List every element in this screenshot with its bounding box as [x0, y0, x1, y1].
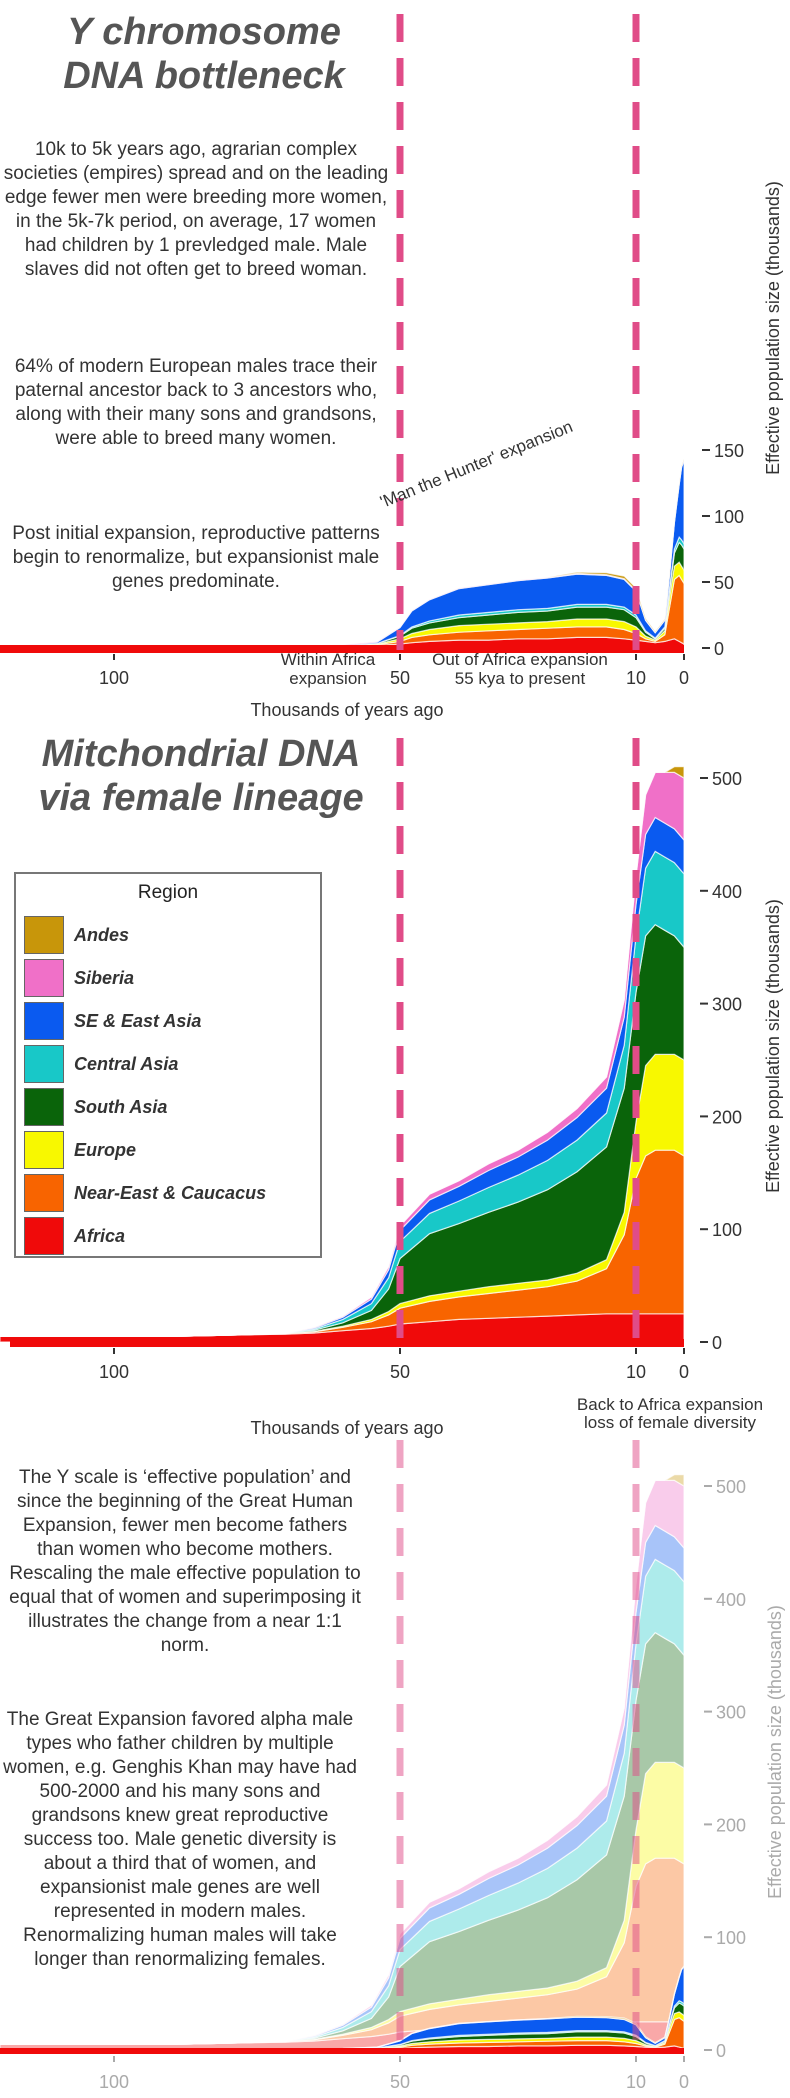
y-chart-x-tick-label: 0 — [679, 668, 689, 688]
y-chart-y-tick-label: 50 — [714, 573, 734, 593]
legend-swatch — [24, 1174, 64, 1212]
y-chart-x-tick-label: 10 — [626, 668, 646, 688]
overlay-mt-area-se-east-asia — [0, 1524, 685, 2045]
back-to-africa-annotation-line1: Back to Africa expansion — [577, 1395, 763, 1414]
legend-item: Siberia — [24, 959, 134, 997]
overlay-mt-area-near-east-caucacus — [0, 1857, 685, 2045]
legend-item: Central Asia — [24, 1045, 178, 1083]
legend-label: Siberia — [74, 967, 135, 988]
mt-chart-y-tick-label: 0 — [712, 1333, 722, 1353]
legend-label: Africa — [74, 1225, 126, 1246]
overlay-chart-y-tick-label: 400 — [716, 1590, 746, 1610]
y-chart-x-tick-label: 50 — [390, 668, 410, 688]
overlay-chart-y-tick-label: 0 — [716, 2041, 726, 2061]
y-chromosome-title: Y chromosome DNA bottleneck — [20, 10, 388, 98]
mt-chart-x-tick-label: 50 — [390, 1362, 410, 1382]
out-of-africa-annotation-line2: 55 kya to present — [455, 669, 586, 688]
mt-chart-y-tick-label: 400 — [712, 882, 742, 902]
mitochondrial-title-line2: via female lineage — [38, 777, 364, 819]
legend-item: SE & East Asia — [24, 1002, 201, 1040]
mt-chart-y-tick-label: 500 — [712, 769, 742, 789]
legend-label: Central Asia — [74, 1053, 179, 1074]
mitochondrial-title: Mitchondrial DNA via female lineage — [20, 732, 382, 820]
legend-swatch — [24, 1217, 64, 1255]
y-chart-y-tick-label: 100 — [714, 507, 744, 527]
overlay-chart-y-tick-label: 500 — [716, 1477, 746, 1497]
legend-item: Europe — [24, 1131, 136, 1169]
y-chart-y-tick-label: 0 — [714, 639, 724, 659]
legend-label: Andes — [74, 924, 130, 945]
overlay-mt-area-siberia — [0, 1479, 685, 2045]
legend-item: Near-East & Caucacus — [24, 1174, 266, 1212]
legend-swatch — [24, 916, 64, 954]
mt-chart-x-tick-label: 0 — [679, 1362, 689, 1382]
mt-chart-x-tick-label: 100 — [99, 1362, 129, 1382]
paragraph-y-scale: The Y scale is ‘effective population’ an… — [9, 1467, 361, 1656]
overlay-chart-y-tick-label: 200 — [716, 1815, 746, 1835]
paragraph-agrarian: 10k to 5k years ago, agrarian complex so… — [3, 139, 389, 280]
y-chart-area-andes — [0, 458, 685, 648]
within-africa-annotation-line1: Within Africa — [281, 650, 376, 669]
overlay-y-areas — [0, 1964, 685, 2051]
mt-chart-x-tick-label: 10 — [626, 1362, 646, 1382]
overlay-mt-area-south-asia — [0, 1631, 685, 2045]
legend-title: Region — [137, 882, 199, 903]
legend-label: South Asia — [74, 1096, 168, 1117]
overlay-chart-x-tick-label: 100 — [99, 2072, 129, 2092]
back-to-africa-annotation-line2: loss of female diversity — [584, 1413, 756, 1432]
mt-chart-y-axis-label: Effective population size (thousands) — [763, 899, 783, 1193]
mitochondrial-title-line1: Mitchondrial DNA — [41, 733, 361, 775]
legend-swatch — [24, 1131, 64, 1169]
legend-label: Europe — [74, 1139, 137, 1160]
mt-chart-x-axis-label: Thousands of years ago — [250, 1418, 443, 1438]
within-africa-annotation-line2: expansion — [289, 669, 367, 688]
overlay-chart-x-tick-label: 0 — [679, 2072, 689, 2092]
y-chromosome-title-line2: DNA bottleneck — [63, 55, 345, 97]
legend-swatch — [24, 959, 64, 997]
overlay-mt-area-andes — [0, 1474, 685, 2045]
legend-swatch — [24, 1002, 64, 1040]
overlay-y-area-andes — [0, 1964, 685, 2050]
paragraph-great-expansion: The Great Expansion favored alpha male t… — [3, 1709, 357, 1970]
mt-chart-y-tick-label: 300 — [712, 995, 742, 1015]
legend: Region Andes Siberia SE & East Asia Central… — [14, 872, 322, 1258]
legend-swatch — [24, 1045, 64, 1083]
overlay-chart-y-tick-label: 300 — [716, 1703, 746, 1723]
legend-label: SE & East Asia — [74, 1010, 202, 1031]
overlay-mt-area-europe — [0, 1761, 685, 2045]
legend-item: Africa — [24, 1217, 125, 1255]
mt-chart-y-tick-label: 100 — [712, 1220, 742, 1240]
overlay-y-axis-label: Effective population size (thousands) — [765, 1605, 785, 1899]
mt-chart-y-tick-label: 200 — [712, 1107, 742, 1127]
legend-item: South Asia — [24, 1088, 167, 1126]
legend-item: Andes — [24, 916, 129, 954]
y-chart-y-tick-label: 150 — [714, 441, 744, 461]
legend-label: Near-East & Caucacus — [74, 1182, 267, 1203]
overlay-chart-y-tick-label: 100 — [716, 1928, 746, 1948]
legend-swatch — [24, 1088, 64, 1126]
y-chromosome-title-line1: Y chromosome — [67, 11, 341, 53]
paragraph-renormalize: Post initial expansion, reproductive pat… — [12, 523, 380, 592]
y-chart-x-tick-label: 100 — [99, 668, 129, 688]
y-chart-y-axis-label: Effective population size (thousands) — [763, 181, 783, 475]
overlay-chart-x-tick-label: 10 — [626, 2072, 646, 2092]
out-of-africa-annotation-line1: Out of Africa expansion — [432, 650, 608, 669]
y-chart-x-axis-label: Thousands of years ago — [250, 700, 443, 720]
overlay-mt-area-central-asia — [0, 1558, 685, 2045]
paragraph-european-males: 64% of modern European males trace their… — [14, 356, 378, 449]
man-the-hunter-annotation: 'Man the Hunter' expansion — [377, 417, 575, 512]
mt-chart-area-andes — [0, 766, 685, 1337]
overlay-chart-x-tick-label: 50 — [390, 2072, 410, 2092]
